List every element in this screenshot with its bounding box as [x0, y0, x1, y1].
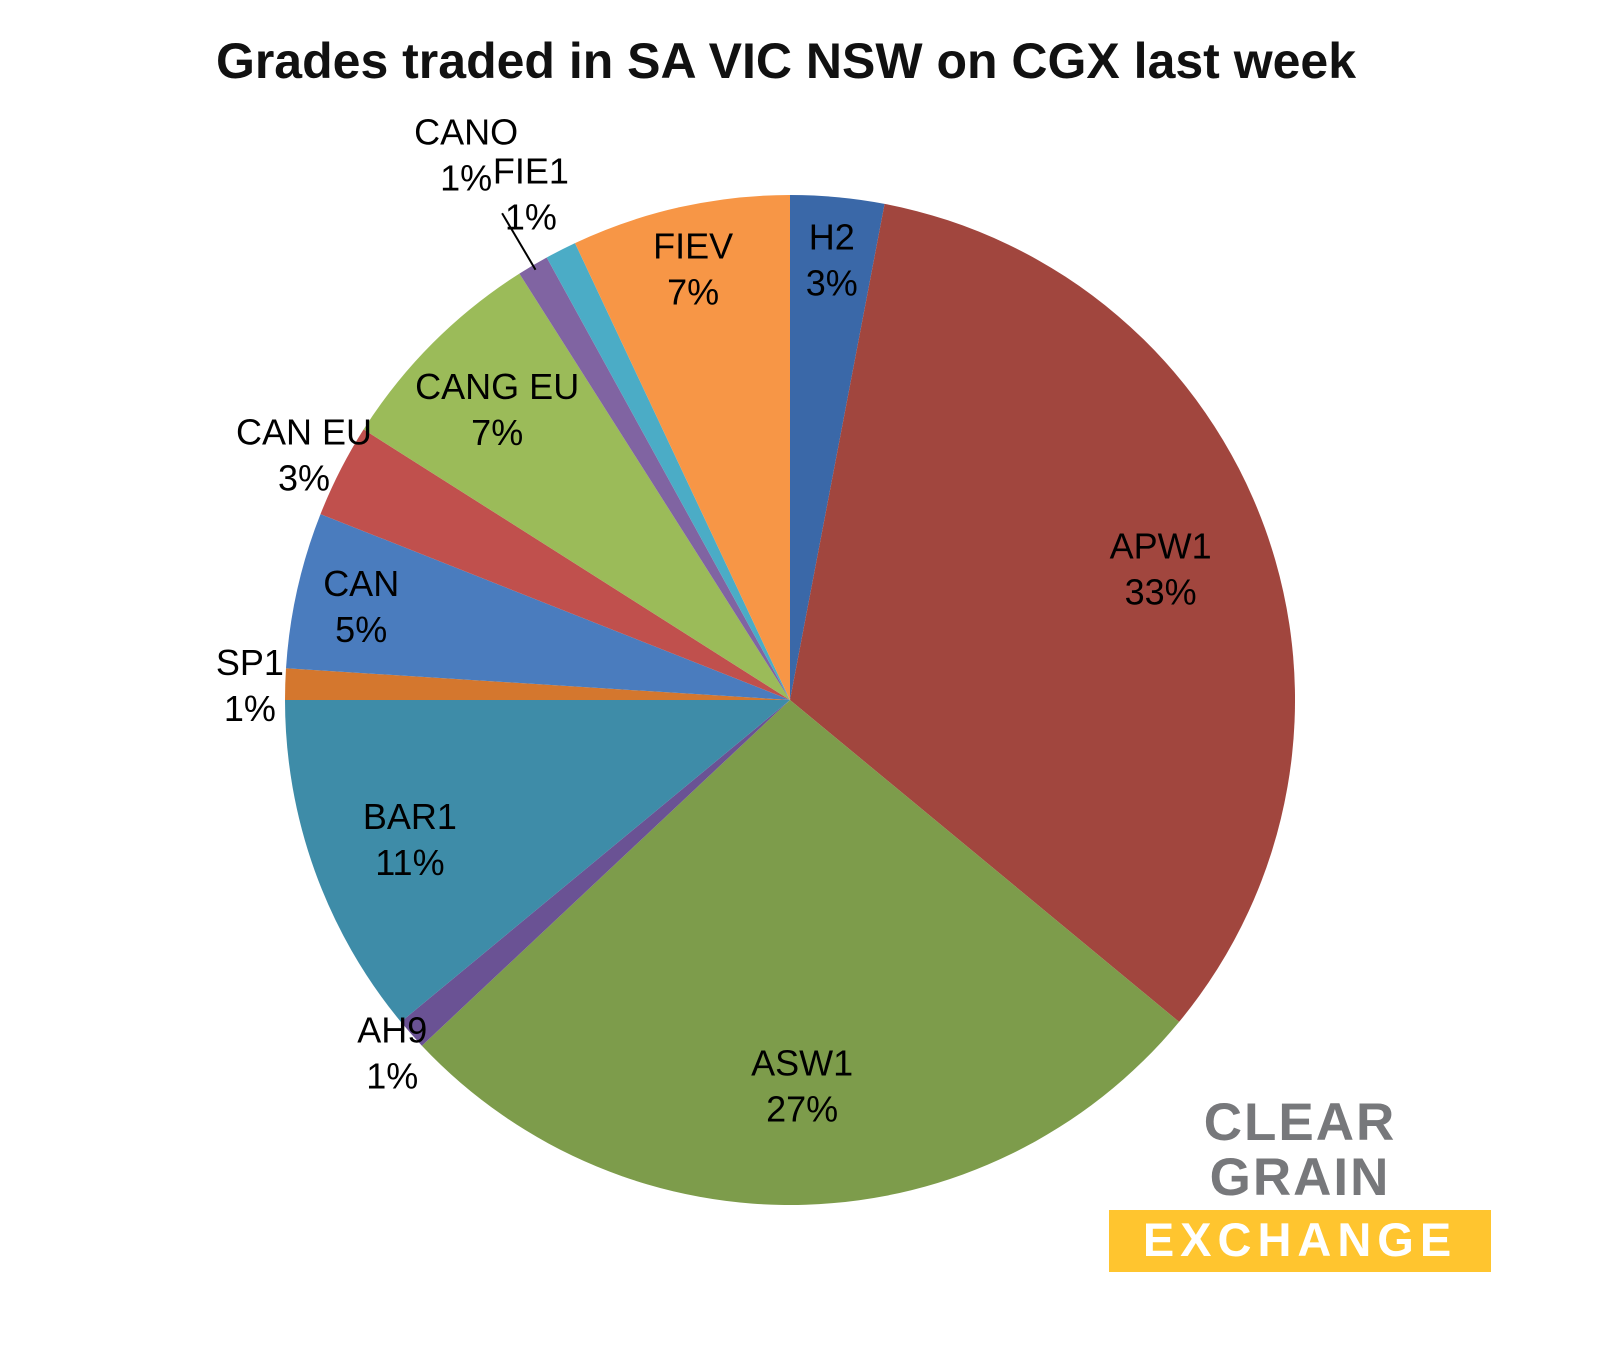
- slice-label-cano: CANO 1%: [414, 111, 518, 198]
- slice-label-h2: H23%: [806, 217, 858, 304]
- slice-label-can: CAN 5%: [323, 563, 399, 650]
- pie-slice-cano: [519, 257, 790, 700]
- slice-label-name: CAN EU: [236, 411, 372, 452]
- slice-label-name: CAN: [323, 563, 399, 604]
- pie-slice-ah9: [400, 700, 790, 1046]
- slice-label-percent: 1%: [505, 197, 557, 238]
- slice-label-can-eu: CAN EU 3%: [236, 411, 372, 498]
- slice-label-cang-eu: CANG EU 7%: [415, 366, 579, 453]
- leader-line-cano: [501, 212, 537, 271]
- pie-slice-fie1: [546, 243, 790, 700]
- slice-label-name: FIE1: [493, 151, 569, 192]
- chart-title: Grades traded in SA VIC NSW on CGX last …: [215, 33, 1357, 89]
- pie-slice-can-eu: [320, 429, 790, 700]
- slice-label-fiev: FIEV 7%: [653, 225, 733, 312]
- slice-label-percent: 1%: [440, 157, 492, 198]
- slice-label-name: SP1: [216, 642, 284, 683]
- pie-slice-apw1: [790, 203, 1296, 1022]
- slice-label-percent: 3%: [278, 457, 330, 498]
- slice-label-apw1: APW1 33%: [1110, 526, 1212, 613]
- slice-label-name: AH9: [357, 1010, 427, 1051]
- slice-label-name: ASW1: [751, 1043, 853, 1084]
- slice-label-name: CANO: [414, 111, 518, 152]
- slice-label-name: H2: [809, 217, 855, 258]
- pie-slice-fiev: [575, 195, 790, 700]
- pie-slice-bar1: [285, 700, 790, 1022]
- slice-label-percent: 33%: [1125, 572, 1197, 613]
- slice-label-name: CANG EU: [415, 366, 579, 407]
- slice-label-percent: 5%: [335, 609, 387, 650]
- slice-label-name: BAR1: [363, 796, 457, 837]
- slice-label-percent: 11%: [375, 842, 444, 883]
- slice-label-percent: 1%: [224, 688, 276, 729]
- logo-clear-grain-text: CLEAR GRAIN: [1203, 1092, 1397, 1208]
- slice-label-asw1: ASW1 27%: [751, 1043, 853, 1130]
- slice-label-name: FIEV: [653, 225, 733, 266]
- slice-label-percent: 1%: [366, 1056, 418, 1097]
- cgx-logo: CLEAR GRAIN EXCHANGE: [1109, 1092, 1491, 1272]
- pie-slice-cang-eu: [363, 273, 790, 700]
- slice-label-bar1: BAR1 11%: [363, 796, 457, 883]
- logo-exchange-text: EXCHANGE: [1109, 1210, 1491, 1272]
- slice-label-percent: 7%: [667, 271, 719, 312]
- pie-slice-sp1: [285, 668, 790, 700]
- slice-label-percent: 3%: [806, 263, 858, 304]
- slice-label-percent: 7%: [471, 412, 523, 453]
- slice-label-name: APW1: [1110, 526, 1212, 567]
- slice-label-percent: 27%: [766, 1089, 838, 1130]
- pie-slice-asw1: [421, 700, 1180, 1205]
- pie-slice-h2: [790, 194, 885, 700]
- pie-slice-can: [286, 514, 790, 700]
- slice-label-fie1: FIE1 1%: [493, 151, 569, 238]
